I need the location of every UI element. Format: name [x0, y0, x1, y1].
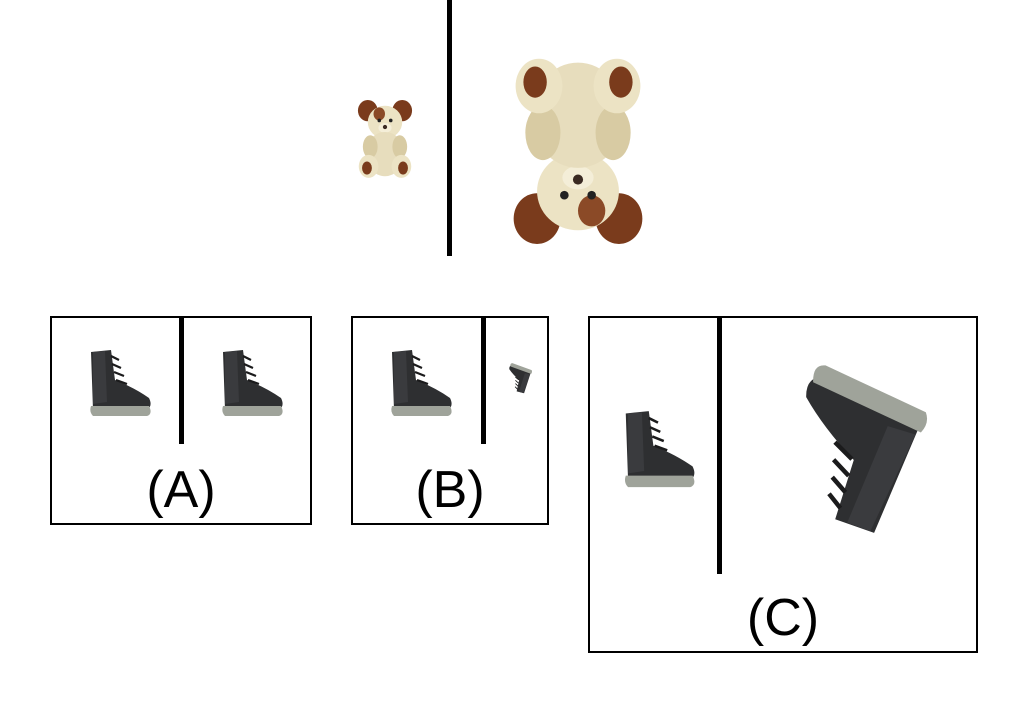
option-b-label: (B) [415, 461, 485, 519]
option-b-left-boot-icon [390, 348, 453, 418]
option-c-box[interactable]: (C) [588, 316, 978, 653]
reference-teddy-bear-upside-down-icon [513, 58, 643, 244]
option-a-box[interactable]: (A) [50, 316, 312, 525]
option-c-label: (C) [746, 589, 820, 647]
option-a-divider [179, 318, 184, 444]
option-a-right-boot-icon [221, 348, 284, 418]
option-c-right-large-rotated-boot-icon [780, 358, 930, 518]
reference-teddy-bear-icon [357, 99, 413, 178]
option-c-divider [717, 318, 722, 574]
option-b-divider [481, 318, 486, 444]
option-c-left-boot-icon [623, 409, 696, 489]
option-b-right-small-rotated-boot-icon [502, 362, 534, 395]
option-b-box[interactable]: (B) [351, 316, 549, 525]
reference-divider [447, 0, 452, 256]
option-a-label: (A) [146, 461, 216, 519]
option-a-left-boot-icon [89, 348, 152, 418]
